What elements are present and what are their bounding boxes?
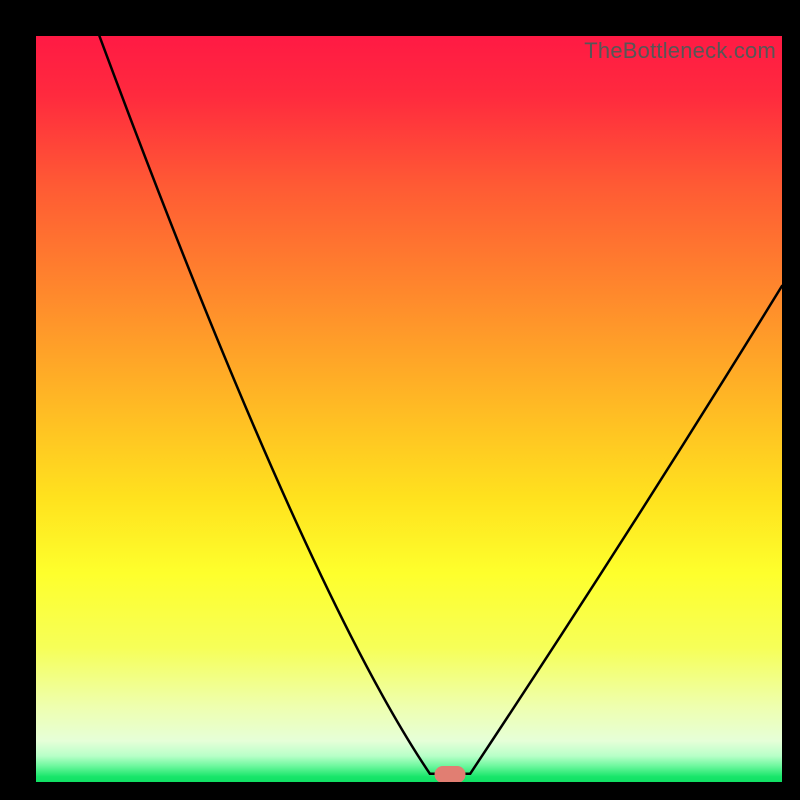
frame-border-left xyxy=(0,0,36,800)
frame-border-right xyxy=(782,0,800,800)
chart-frame: TheBottleneck.com xyxy=(0,0,800,800)
frame-border-bottom xyxy=(0,782,800,800)
plot-area xyxy=(36,36,782,782)
optimal-marker xyxy=(435,767,465,782)
plot-svg xyxy=(36,36,782,782)
watermark-text: TheBottleneck.com xyxy=(584,38,776,64)
frame-border-top xyxy=(0,0,800,36)
plot-background xyxy=(36,36,782,782)
